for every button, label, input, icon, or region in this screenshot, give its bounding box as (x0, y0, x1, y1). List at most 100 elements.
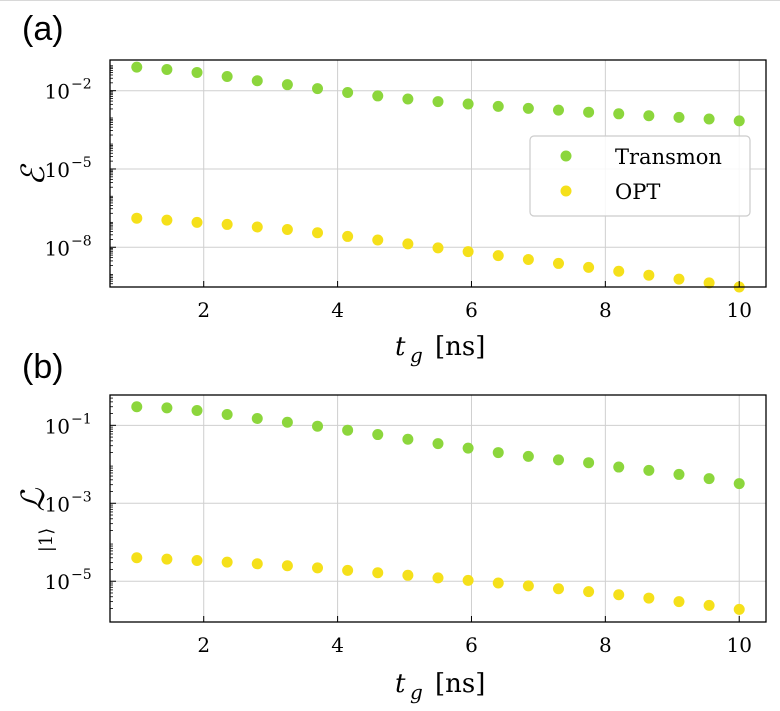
legend-label-transmon: Transmon (615, 145, 722, 169)
legend-marker-opt (560, 185, 572, 197)
panel-a-points (131, 61, 745, 293)
panel-a-point-transmon (462, 98, 474, 110)
panel-a-point-transmon (643, 110, 655, 122)
panel-a-point-opt (161, 214, 173, 226)
panel-a-point-transmon (402, 93, 414, 105)
legend-box (529, 135, 751, 217)
panel-a-point-opt (312, 227, 324, 239)
panel-b-point-transmon (462, 442, 474, 454)
panel-a-point-opt (492, 250, 504, 262)
panel-b-point-opt (522, 580, 534, 592)
panel-b-xlabel-unit: [ns] (435, 669, 485, 699)
panel-b-point-opt (312, 562, 324, 574)
panel-a-ytick-label: 10 (45, 158, 70, 182)
panel-b-ytick-exponent: −3 (71, 489, 92, 505)
panel-b-point-transmon (703, 473, 715, 485)
panel-b-point-opt (552, 583, 564, 595)
panel-a-point-transmon (372, 90, 384, 102)
panel-a-point-transmon (613, 108, 625, 120)
panel-a-point-opt (251, 221, 263, 233)
panel-b-point-opt (673, 596, 685, 608)
panel-b-point-transmon (643, 464, 655, 476)
panel-b-xtick-label: 8 (599, 633, 612, 657)
panel-a-ytick-exponent: −5 (71, 155, 92, 171)
panel-b-grid (110, 395, 766, 622)
panel-b-point-transmon (613, 461, 625, 473)
panel-b-point-transmon (161, 402, 173, 414)
top-border-line (0, 0, 780, 1)
panel-b-point-transmon (432, 438, 444, 450)
panel-b-point-transmon (733, 478, 745, 490)
panel-a-point-opt (673, 273, 685, 285)
panel-a-xtick-label: 10 (726, 298, 751, 322)
panel-a-ytick-label: 10 (45, 80, 70, 104)
panel-a-xtick-label: 2 (197, 298, 210, 322)
legend: Transmon OPT (529, 135, 751, 217)
panel-b-xtick-label: 2 (197, 633, 210, 657)
panel-b-ytick-exponent: −5 (71, 567, 92, 583)
panel-b-points (131, 401, 745, 615)
panel-a-point-opt (131, 212, 143, 224)
panel-b-point-opt (281, 560, 293, 572)
panel-b-point-opt (733, 603, 745, 615)
panel-a-point-transmon (191, 66, 203, 78)
panel-b-point-transmon (372, 429, 384, 441)
panel-b-frame (109, 394, 767, 623)
panel-a-point-transmon (312, 83, 324, 95)
panel-a-ytick-label: 10 (45, 236, 70, 260)
panel-b-point-opt (161, 553, 173, 565)
panel-b-point-opt (462, 574, 474, 586)
panel-a-point-opt (552, 257, 564, 269)
panel-b-point-opt (613, 589, 625, 601)
panel-b-point-transmon (131, 401, 143, 413)
panel-b-point-transmon (402, 433, 414, 445)
panel-a-point-transmon (492, 100, 504, 112)
panel-a-xtick-label: 4 (331, 298, 344, 322)
panel-b-point-opt (432, 572, 444, 584)
panel-a-ytick-exponent: −8 (71, 233, 92, 249)
panel-b-ytick-label: 10 (45, 492, 70, 516)
panel-a-point-transmon (221, 70, 233, 82)
panel-a-point-opt (342, 230, 354, 242)
panel-a-point-transmon (342, 87, 354, 99)
panel-b-point-opt (402, 569, 414, 581)
panel-b-point-transmon (673, 468, 685, 480)
panel-a-point-opt (221, 218, 233, 230)
panel-a-point-transmon (583, 106, 595, 118)
panel-label-b: (b) (22, 348, 64, 386)
panel-b-point-opt (221, 556, 233, 568)
panel-a-point-opt (372, 234, 384, 246)
panel-b-point-opt (251, 558, 263, 570)
panel-b-point-transmon (281, 416, 293, 428)
panel-b-point-transmon (522, 450, 534, 462)
panel-a-frame (109, 59, 767, 288)
panel-a-point-transmon (673, 111, 685, 123)
panel-b-xtick-label: 4 (331, 633, 344, 657)
panel-b-ytick-exponent: −1 (71, 411, 92, 427)
panel-a-point-transmon (432, 96, 444, 108)
panel-a-xtick-label: 6 (465, 298, 478, 322)
panel-a-point-opt (462, 246, 474, 258)
panel-b-xlabel-sub: g (410, 680, 423, 704)
panel-b-point-transmon (342, 424, 354, 436)
legend-label-opt: OPT (615, 180, 660, 204)
panel-a-xlabel-var: t (395, 332, 406, 362)
panel-a-ytick-exponent: −2 (71, 77, 92, 93)
panel-a-point-transmon (522, 102, 534, 114)
panel-a-point-opt (281, 223, 293, 235)
panel-a-point-transmon (131, 61, 143, 73)
panel-b-point-transmon (312, 420, 324, 432)
panel-b-point-transmon (552, 454, 564, 466)
panel-a-xtick-label: 8 (599, 298, 612, 322)
panel-a-point-transmon (703, 113, 715, 125)
panel-a-point-transmon (733, 115, 745, 127)
panel-b-point-opt (703, 599, 715, 611)
panel-b-point-opt (643, 592, 655, 604)
panel-a-point-transmon (251, 75, 263, 87)
panel-a-point-opt (522, 253, 534, 265)
